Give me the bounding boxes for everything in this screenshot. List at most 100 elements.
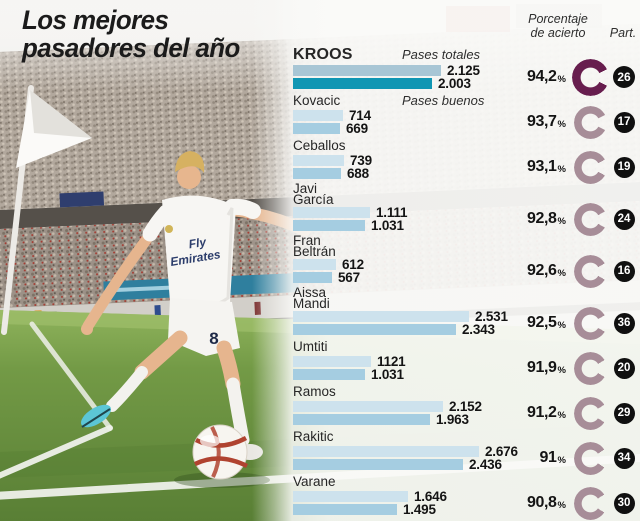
player-row: Aissa Mandi 2.531 2.343 92,5% 36 (290, 285, 638, 340)
matches-badge: 29 (613, 402, 635, 424)
player-row: Rakitic 2.676 2.436 91% 34 (290, 429, 638, 475)
bar-pases-totales (293, 446, 479, 457)
percent-sign: % (557, 319, 566, 331)
player-row: Javi García 1.111 1.031 92,8% 24 (290, 181, 638, 236)
bar-pases-totales (293, 259, 336, 270)
percent-sign: % (557, 364, 566, 376)
bar-pases-buenos (293, 168, 341, 179)
matches-badge: 36 (613, 312, 635, 334)
player-row: Kovacic Pases buenos 714 669 93,7% 17 (290, 93, 638, 139)
player-row: Umtiti 1121 1.031 91,9% 20 (290, 339, 638, 385)
bar-value: 2.003 (438, 76, 471, 91)
bar-value: 1.111 (376, 205, 408, 220)
accuracy-value: 93,7 (527, 113, 557, 130)
percent-sign: % (557, 73, 566, 85)
accuracy-value: 94,2 (527, 68, 557, 85)
percent-sign: % (557, 499, 566, 511)
player-name: Ceballos (293, 138, 346, 153)
percent-sign: % (557, 267, 566, 279)
accuracy-ring-icon (573, 486, 607, 520)
bar-value: 2.676 (485, 444, 518, 459)
bar-value: 2.125 (447, 63, 480, 78)
bar-value: 1.031 (371, 218, 404, 233)
bar-value: 2.436 (469, 457, 502, 472)
player-row: Ramos 2.152 1.963 91,2% 29 (290, 384, 638, 430)
bar-value: 612 (342, 257, 364, 272)
accuracy-value: 92,5 (527, 314, 557, 331)
bar-value: 2.152 (449, 399, 482, 414)
player-name: Ramos (293, 384, 336, 399)
accuracy-ring-icon (573, 105, 607, 139)
player-name: Rakitic (293, 429, 334, 444)
player-name: Kovacic (293, 93, 341, 108)
percent-sign: % (557, 163, 566, 175)
player-name: KROOS (293, 46, 353, 63)
matches-badge: 26 (613, 66, 635, 88)
legend-pases-totales: Pases totales (402, 47, 481, 62)
accuracy-value: 93,1 (527, 158, 557, 175)
matches-badge: 30 (613, 492, 635, 514)
player-name: Aissa Mandi (293, 285, 330, 311)
player-name: Javi García (293, 181, 334, 207)
bar-pases-totales (293, 110, 343, 121)
bar-pases-buenos (293, 123, 340, 134)
matches-badge: 24 (613, 208, 635, 230)
club-crest (165, 225, 173, 233)
accuracy-column-header: Porcentaje de acierto (528, 12, 588, 40)
page-title: Los mejores pasadores del año (22, 6, 240, 63)
accuracy-value: 91,9 (527, 359, 557, 376)
player-rows: KROOS Pases totales 2.125 2.003 94,2% 26 Kovac… (290, 46, 638, 520)
player-row: Fran Beltrán 612 567 92,6% 16 (290, 233, 638, 288)
bar-pases-buenos (293, 324, 456, 335)
bar-pases-totales (293, 207, 370, 218)
bar-pases-totales (293, 356, 371, 367)
accuracy-value: 91,2 (527, 404, 557, 421)
bar-value: 2.531 (475, 309, 508, 324)
player-name: Fran Beltrán (293, 233, 336, 259)
bar-value: 1.495 (403, 502, 436, 517)
bar-value: 1.031 (371, 367, 404, 382)
bar-pases-buenos (293, 220, 365, 231)
bar-pases-buenos (293, 504, 397, 515)
matches-badge: 34 (613, 447, 635, 469)
legend-pases-buenos: Pases buenos (402, 93, 485, 108)
bar-value: 688 (347, 166, 369, 181)
player-row: Ceballos 739 688 93,1% 19 (290, 138, 638, 184)
bar-pases-buenos (293, 272, 332, 283)
accuracy-ring-icon (573, 396, 607, 430)
accuracy-ring-icon (573, 254, 607, 288)
bar-value: 1121 (377, 354, 406, 369)
percent-sign: % (557, 454, 566, 466)
bar-value: 1.646 (414, 489, 447, 504)
percent-sign: % (557, 215, 566, 227)
accuracy-value: 92,8 (527, 210, 557, 227)
bar-pases-totales (293, 311, 469, 322)
accuracy-value: 91 (539, 449, 557, 466)
accuracy-value: 90,8 (527, 494, 557, 511)
percent-sign: % (557, 118, 566, 130)
bar-pases-totales (293, 155, 344, 166)
player-row: Varane 1.646 1.495 90,8% 30 (290, 474, 638, 520)
accuracy-value: 92,6 (527, 262, 557, 279)
bar-value: 2.343 (462, 322, 495, 337)
bar-pases-totales (293, 491, 408, 502)
chart-panel: Porcentaje de acierto Part. KROOS Pases t… (290, 0, 638, 521)
title-line2: pasadores del año (22, 33, 240, 64)
bar-value: 739 (350, 153, 372, 168)
player-name: Varane (293, 474, 336, 489)
matches-badge: 19 (613, 156, 635, 178)
bar-value: 567 (338, 270, 360, 285)
football (192, 424, 249, 480)
title-line1: Los mejores (22, 5, 169, 35)
bar-value: 1.963 (436, 412, 469, 427)
accuracy-ring-icon (573, 150, 607, 184)
bar-pases-buenos (293, 78, 432, 89)
bar-pases-buenos (293, 369, 365, 380)
bar-pases-totales (293, 401, 443, 412)
matches-badge: 17 (613, 111, 635, 133)
percent-sign: % (557, 409, 566, 421)
accuracy-ring-icon (573, 202, 607, 236)
accuracy-ring-icon (571, 58, 609, 96)
matches-badge: 16 (613, 260, 635, 282)
